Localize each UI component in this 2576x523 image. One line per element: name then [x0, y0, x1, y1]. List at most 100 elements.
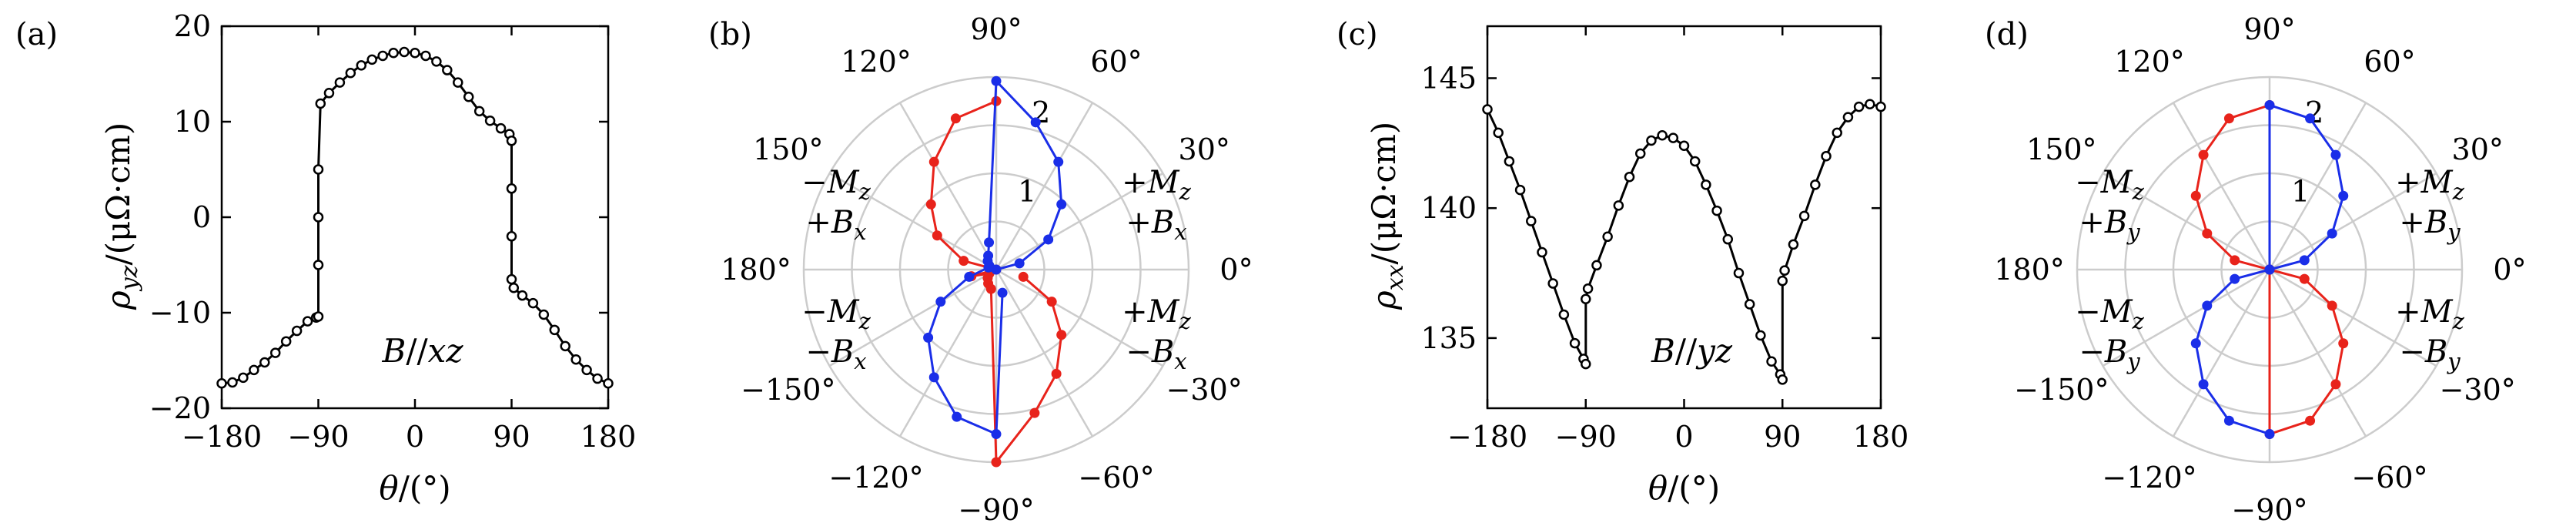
b-data-point: [991, 457, 1002, 468]
d-radial-label: 1: [2291, 174, 2310, 208]
a-data-point: [453, 77, 463, 88]
a-ylabel-sub: yz: [116, 265, 143, 292]
a-data-point: [517, 290, 528, 301]
c-data-point: [1668, 132, 1679, 143]
c-data-point: [1875, 101, 1886, 112]
b-data-point: [991, 75, 1002, 86]
a-data-point: [259, 357, 270, 368]
b-data-point: [928, 156, 939, 167]
a-data-point: [345, 68, 356, 79]
b-angle-label: −90°: [958, 493, 1034, 523]
c-xlabel: θ/(°): [1648, 469, 1720, 507]
d-annotation-sign: −: [2079, 334, 2105, 370]
a-data-point: [216, 378, 227, 389]
c-annotation-axes: yz: [1695, 332, 1733, 370]
d-annotation: −Mz: [2075, 294, 2144, 334]
b-annotation-sign: −: [801, 294, 828, 330]
b-data-point: [928, 372, 939, 383]
d-annotation-sign: +: [2079, 205, 2105, 240]
c-data-point: [1646, 135, 1657, 146]
a-data-point: [313, 260, 324, 270]
b-data-point: [997, 287, 1008, 298]
d-annotation-sub: y: [2126, 219, 2140, 245]
b-data-point: [964, 271, 975, 282]
a-annotation-sep: //: [406, 332, 428, 370]
d-data-point: [2299, 273, 2310, 284]
a-annotation-axes: xz: [428, 332, 464, 370]
d-annotation-var: B: [2104, 205, 2127, 240]
d-data-point: [2327, 300, 2337, 311]
c-data-point: [1865, 99, 1875, 109]
b-annotation-sub: z: [858, 308, 871, 334]
d-annotation-sub: z: [2452, 179, 2465, 205]
a-data-point: [549, 324, 560, 336]
a-xtick-label: 180: [580, 420, 637, 454]
c-data-point: [1779, 265, 1790, 276]
d-data-point: [2264, 429, 2275, 440]
d-annotation-sub: z: [2452, 308, 2465, 334]
d-annotation-var: B: [2104, 334, 2127, 370]
d-grid-spoke: [2172, 269, 2271, 438]
a-data-point: [420, 50, 431, 62]
c-ylabel-sub: xx: [1382, 264, 1409, 290]
b-angle-label: −120°: [828, 461, 923, 495]
c-data-point: [1547, 278, 1558, 289]
a-data-point: [506, 136, 517, 146]
c-data-point: [1722, 233, 1734, 245]
c-data-point: [1482, 104, 1493, 115]
c-data-point: [1832, 127, 1842, 139]
c-data-point: [1537, 246, 1547, 258]
c-data-point: [1514, 184, 1526, 196]
d-grid-spoke: [2172, 102, 2271, 270]
a-data-point: [399, 46, 410, 58]
d-angle-label: 0°: [2493, 253, 2526, 287]
b-data-point: [991, 429, 1002, 440]
d-annotation-sign: −: [2399, 334, 2425, 370]
b-data-point: [1030, 117, 1041, 128]
a-data-point: [506, 231, 517, 242]
b-angle-label: 120°: [841, 45, 912, 79]
d-annotation: −Mz: [2075, 165, 2144, 205]
b-data-point: [1029, 407, 1040, 418]
d-data-point: [2190, 190, 2201, 201]
d-annotation: +By: [2079, 205, 2140, 245]
d-data-point: [2305, 415, 2316, 426]
a-data-point: [280, 336, 292, 347]
b-data-point: [1046, 297, 1057, 307]
c-xtick-label: −180: [1447, 420, 1527, 454]
c-ylabel-unit: /(μΩ·cm): [1365, 122, 1403, 265]
c-xlabel-var: θ: [1648, 469, 1668, 507]
b-annotation-var: M: [827, 294, 860, 330]
a-data-point: [366, 54, 377, 65]
d-annotation-sub: y: [2446, 348, 2461, 374]
c-data-point: [1624, 171, 1635, 183]
b-annotation-sign: −: [801, 165, 828, 200]
b-data-point: [1056, 330, 1067, 340]
b-data-point: [1018, 271, 1029, 282]
b-annotation: −Mz: [801, 165, 871, 205]
b-data-point: [923, 332, 934, 343]
b-annotation-var: B: [1151, 205, 1174, 240]
b-annotation-var: M: [1147, 165, 1180, 200]
a-data-point: [431, 56, 442, 67]
d-data-point: [2264, 264, 2275, 275]
d-data-point: [2202, 300, 2213, 311]
b-grid-spoke: [898, 102, 998, 270]
d-grid-spoke: [2102, 172, 2270, 271]
c-data-point: [1634, 148, 1646, 159]
a-ytick-label: −10: [149, 296, 211, 330]
d-annotation-sign: +: [2399, 205, 2425, 240]
b-angle-label: 0°: [1219, 253, 1253, 287]
b-data-point: [1051, 368, 1062, 379]
a-data-point: [463, 92, 474, 102]
a-data-point: [377, 50, 388, 62]
a-xtick-label: −180: [182, 420, 262, 454]
d-annotation-sign: −: [2075, 294, 2101, 330]
b-angle-label: 180°: [721, 253, 791, 287]
a-data-point: [495, 122, 507, 134]
c-data-point: [1558, 309, 1570, 320]
d-angle-label: −150°: [2014, 373, 2109, 407]
c-annotation-b: B: [1651, 332, 1675, 370]
b-data-point: [950, 113, 961, 124]
d-data-point: [2338, 190, 2349, 201]
